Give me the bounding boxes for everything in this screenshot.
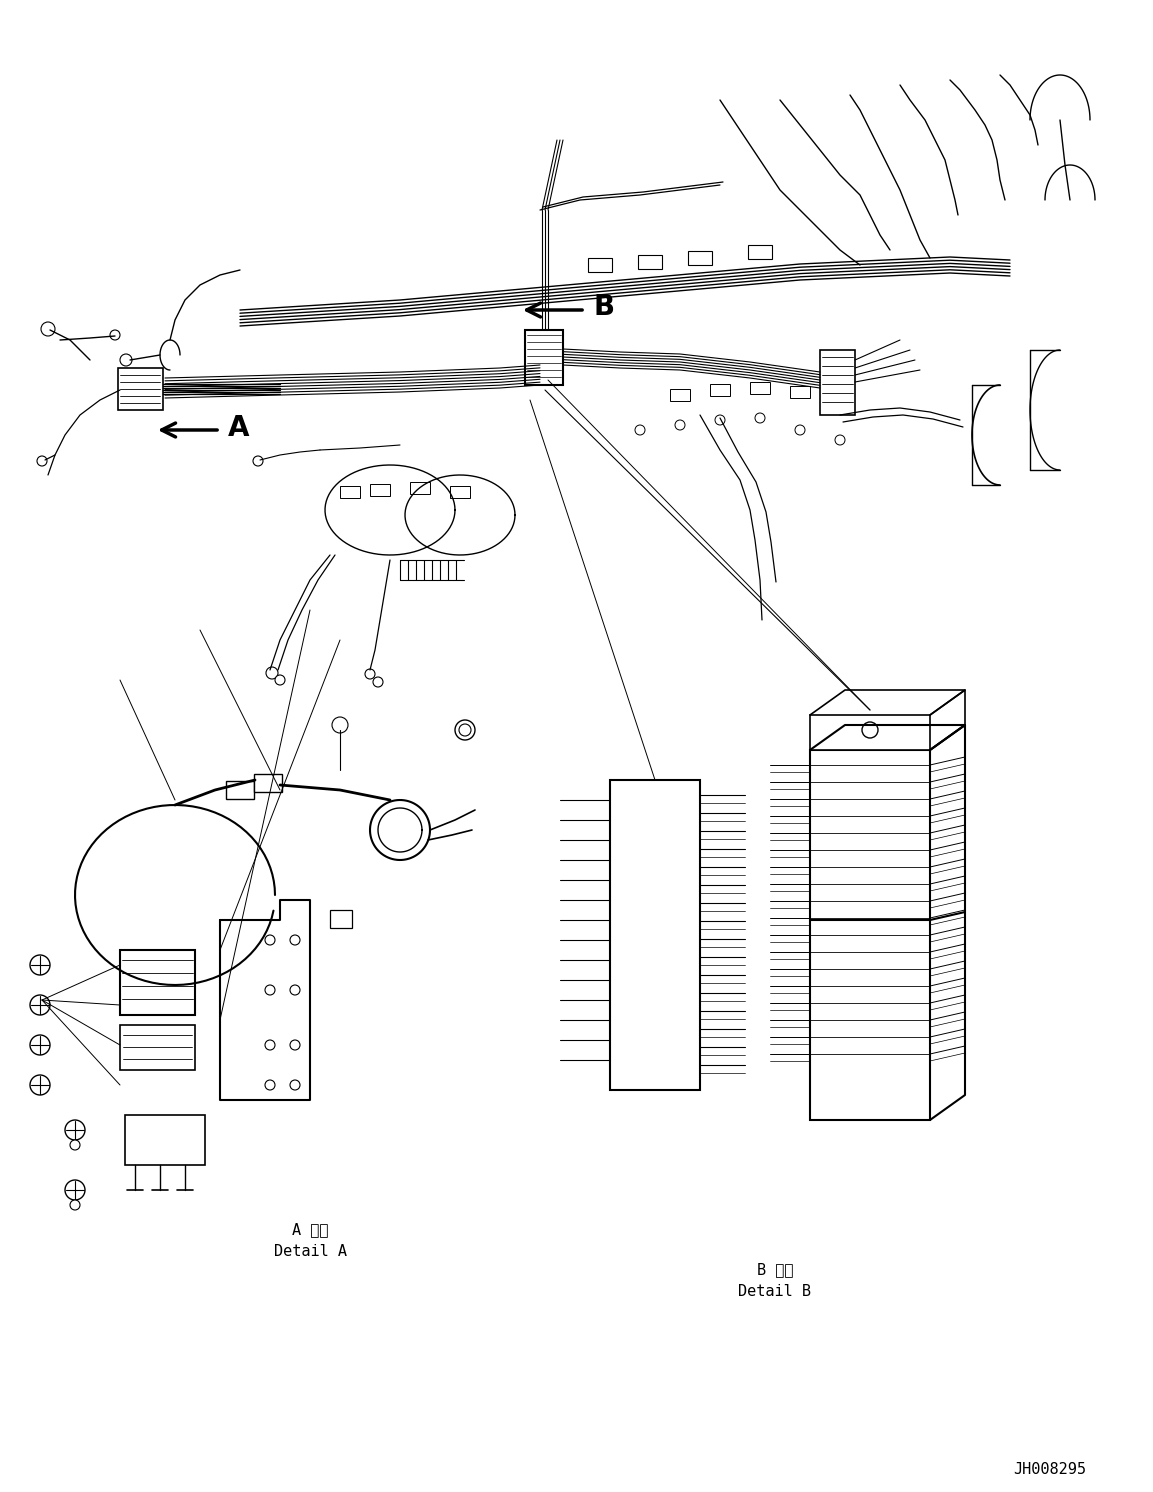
Circle shape <box>120 354 131 366</box>
Circle shape <box>70 1200 80 1210</box>
Circle shape <box>65 1180 85 1200</box>
Bar <box>670 389 689 401</box>
Text: JH008295: JH008295 <box>1013 1462 1086 1477</box>
Circle shape <box>796 425 805 436</box>
Circle shape <box>635 425 645 436</box>
Bar <box>410 482 430 494</box>
Bar <box>450 486 470 498</box>
Circle shape <box>455 721 475 740</box>
Text: A: A <box>228 413 249 442</box>
Bar <box>330 910 352 928</box>
Text: B: B <box>593 292 615 321</box>
Circle shape <box>65 1120 85 1140</box>
Circle shape <box>266 667 278 679</box>
Bar <box>748 245 773 260</box>
Circle shape <box>291 985 300 995</box>
Bar <box>125 1115 205 1165</box>
Circle shape <box>30 955 50 974</box>
Bar <box>370 483 390 495</box>
Circle shape <box>265 1080 276 1091</box>
Text: A 詳細: A 詳細 <box>292 1222 329 1237</box>
Text: B 詳細: B 詳細 <box>756 1262 793 1277</box>
Circle shape <box>265 985 276 995</box>
Bar <box>610 780 700 1091</box>
Bar <box>811 715 930 750</box>
Circle shape <box>291 1040 300 1050</box>
Circle shape <box>374 677 383 686</box>
Circle shape <box>265 935 276 944</box>
Circle shape <box>276 674 285 685</box>
Circle shape <box>110 330 120 340</box>
Bar <box>118 369 163 410</box>
Circle shape <box>265 1040 276 1050</box>
Circle shape <box>366 668 375 679</box>
Circle shape <box>30 1035 50 1055</box>
Text: Detail A: Detail A <box>273 1244 347 1259</box>
Circle shape <box>30 1076 50 1095</box>
Circle shape <box>291 935 300 944</box>
Circle shape <box>253 457 263 466</box>
Circle shape <box>70 1140 80 1150</box>
Circle shape <box>755 413 764 424</box>
Bar <box>688 251 713 266</box>
Bar <box>226 780 254 800</box>
Bar <box>820 351 856 415</box>
Circle shape <box>332 718 348 733</box>
Circle shape <box>862 722 877 739</box>
Circle shape <box>459 724 470 736</box>
Bar <box>254 774 282 792</box>
Circle shape <box>675 421 685 430</box>
Bar <box>790 386 811 398</box>
Circle shape <box>42 322 55 336</box>
Circle shape <box>835 436 845 445</box>
Bar <box>525 330 563 385</box>
Bar <box>638 255 662 269</box>
Circle shape <box>30 995 50 1015</box>
Bar <box>588 258 612 272</box>
Bar <box>340 486 360 498</box>
Bar <box>710 383 730 395</box>
Bar <box>811 750 930 1120</box>
Bar <box>749 382 770 394</box>
Circle shape <box>37 457 47 466</box>
Circle shape <box>291 1080 300 1091</box>
Bar <box>120 950 195 1015</box>
Bar <box>120 1025 195 1070</box>
Text: Detail B: Detail B <box>739 1285 812 1300</box>
Circle shape <box>715 415 725 425</box>
